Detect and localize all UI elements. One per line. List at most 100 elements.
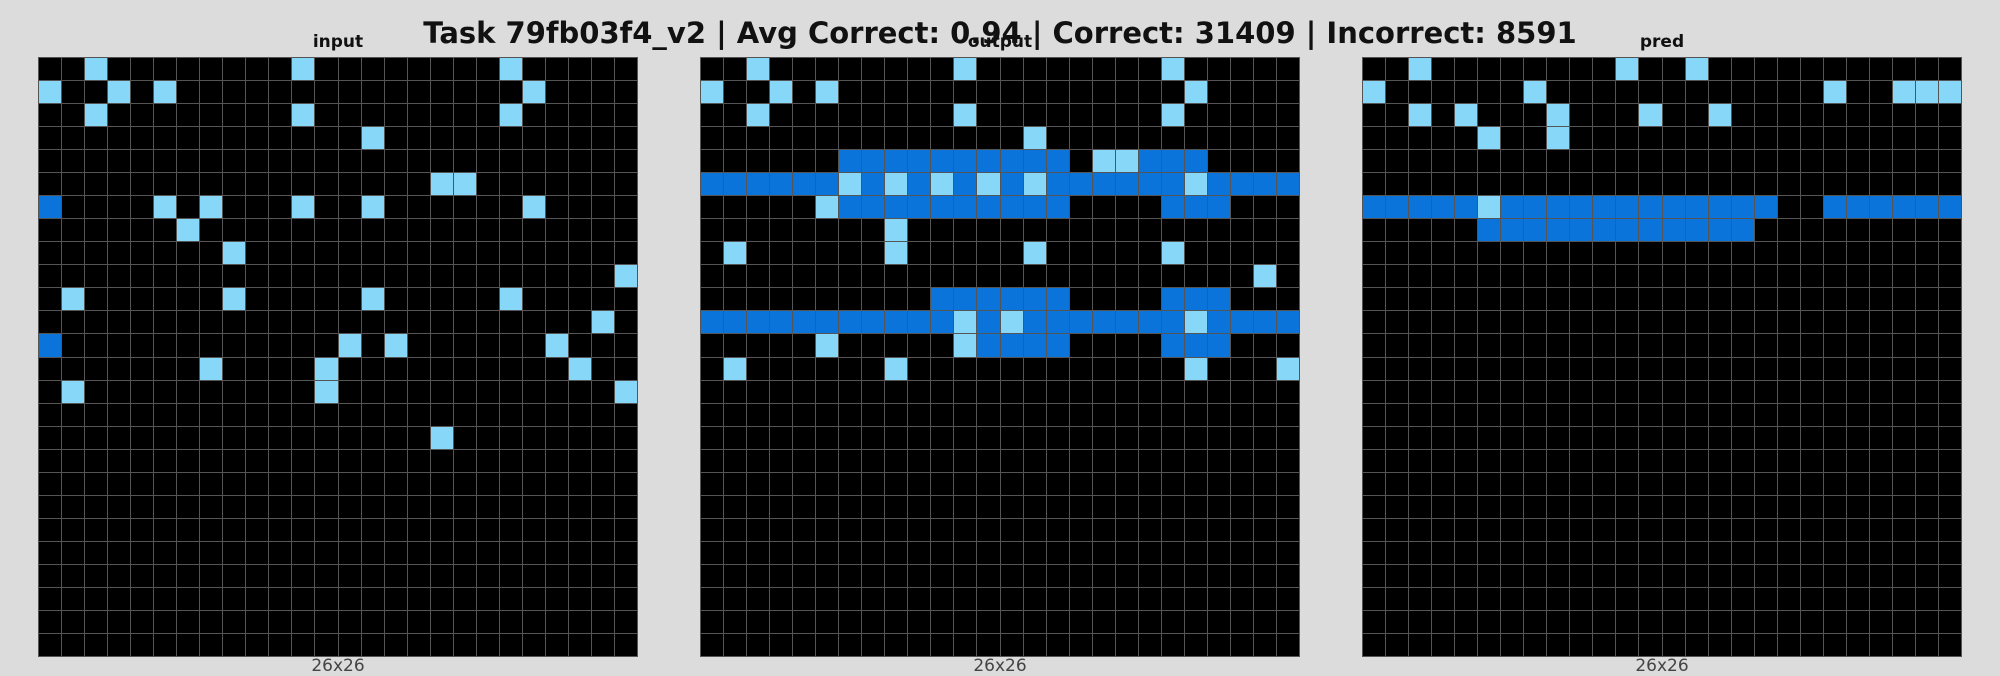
grid-cell (1616, 403, 1639, 426)
grid-cell (1708, 449, 1731, 472)
grid-cell (1276, 495, 1299, 518)
grid-cell (1708, 104, 1731, 127)
grid-cell (1892, 311, 1915, 334)
grid-cell (568, 357, 591, 380)
grid-cell (1253, 495, 1276, 518)
grid-cell (522, 357, 545, 380)
grid-cell (108, 219, 131, 242)
grid-cell (839, 311, 862, 334)
grid-cell (1570, 357, 1593, 380)
grid-cell (1069, 104, 1092, 127)
grid-cell (614, 242, 637, 265)
grid-cell (246, 449, 269, 472)
grid-cell (1092, 610, 1115, 633)
grid-cell (1823, 426, 1846, 449)
input-size-label: 26x26 (311, 656, 365, 676)
grid-cell (1363, 242, 1386, 265)
grid-cell (1363, 403, 1386, 426)
grid-cell (977, 380, 1000, 403)
grid-cell (545, 58, 568, 81)
grid-cell (931, 357, 954, 380)
grid-cell (1000, 587, 1023, 610)
grid-cell (1000, 610, 1023, 633)
grid-cell (1616, 196, 1639, 219)
grid-cell (1432, 288, 1455, 311)
grid-cell (1524, 472, 1547, 495)
grid-cell (1455, 380, 1478, 403)
grid-cell (177, 633, 200, 656)
grid-cell (793, 403, 816, 426)
grid-cell (62, 495, 85, 518)
grid-cell (1639, 587, 1662, 610)
grid-cell (1138, 610, 1161, 633)
grid-cell (177, 380, 200, 403)
grid-cell (1593, 610, 1616, 633)
grid-cell (1524, 242, 1547, 265)
grid-cell (1754, 81, 1777, 104)
grid-cell (85, 426, 108, 449)
grid-cell (545, 242, 568, 265)
grid-cell (1207, 58, 1230, 81)
grid-cell (568, 380, 591, 403)
grid-cell (614, 541, 637, 564)
grid-cell (1869, 173, 1892, 196)
grid-cell (1593, 173, 1616, 196)
grid-cell (545, 564, 568, 587)
grid-cell (1639, 518, 1662, 541)
grid-cell (1639, 311, 1662, 334)
grid-cell (1639, 449, 1662, 472)
grid-cell (1685, 242, 1708, 265)
grid-cell (770, 288, 793, 311)
grid-cell (1800, 380, 1823, 403)
grid-cell (1800, 219, 1823, 242)
grid-cell (1000, 104, 1023, 127)
grid-cell (1276, 196, 1299, 219)
grid-cell (223, 242, 246, 265)
grid-cell (1685, 265, 1708, 288)
grid-cell (39, 380, 62, 403)
grid-cell (1409, 150, 1432, 173)
grid-cell (292, 495, 315, 518)
grid-cell (39, 219, 62, 242)
grid-cell (701, 564, 724, 587)
grid-cell (1092, 311, 1115, 334)
grid-cell (1432, 334, 1455, 357)
grid-cell (1616, 541, 1639, 564)
grid-cell (1138, 196, 1161, 219)
grid-cell (1869, 541, 1892, 564)
grid-cell (453, 150, 476, 173)
grid-cell (407, 242, 430, 265)
grid-cell (724, 380, 747, 403)
grid-cell (1069, 127, 1092, 150)
grid-cell (1547, 633, 1570, 656)
grid-cell (1207, 564, 1230, 587)
grid-cell (246, 518, 269, 541)
grid-cell (1409, 334, 1432, 357)
grid-cell (568, 495, 591, 518)
grid-cell (200, 380, 223, 403)
grid-cell (1823, 564, 1846, 587)
grid-cell (62, 357, 85, 380)
grid-cell (1846, 495, 1869, 518)
grid-cell (246, 403, 269, 426)
grid-cell (1207, 610, 1230, 633)
grid-cell (977, 150, 1000, 173)
grid-cell (591, 472, 614, 495)
grid-cell (39, 265, 62, 288)
grid-cell (1432, 403, 1455, 426)
grid-cell (701, 633, 724, 656)
grid-cell (1000, 403, 1023, 426)
grid-cell (591, 380, 614, 403)
grid-cell (568, 173, 591, 196)
grid-cell (430, 196, 453, 219)
grid-cell (862, 541, 885, 564)
grid-cell (200, 265, 223, 288)
grid-cell (1754, 311, 1777, 334)
grid-cell (724, 564, 747, 587)
grid-cell (614, 173, 637, 196)
grid-cell (1938, 81, 1961, 104)
grid-cell (1662, 265, 1685, 288)
grid-cell (1000, 564, 1023, 587)
grid-cell (1708, 587, 1731, 610)
grid-cell (1938, 196, 1961, 219)
